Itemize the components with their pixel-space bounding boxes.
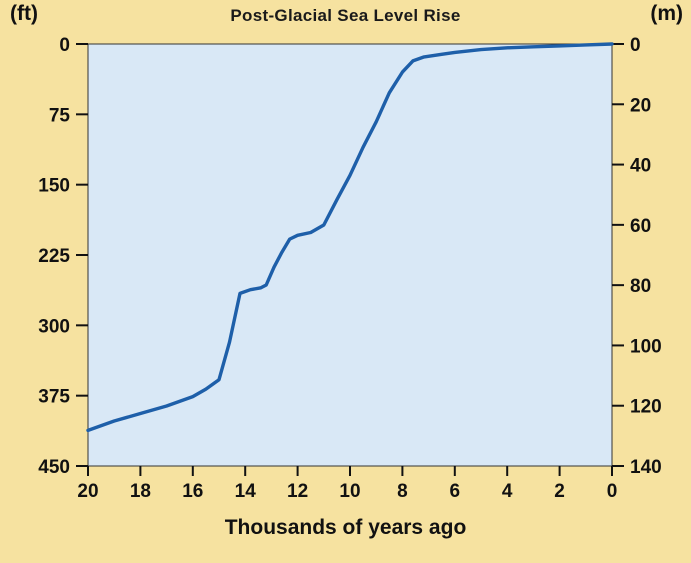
x-axis-tick-label: 12 [287,481,308,502]
left-axis-tick-label: 375 [38,387,70,408]
right-axis-tick-label: 100 [630,336,662,357]
right-axis-unit-label: (m) [650,2,683,25]
left-axis-unit-label: (ft) [10,2,38,25]
left-axis-tick-label: 75 [49,105,71,126]
x-axis-title: Thousands of years ago [224,516,467,539]
x-axis-tick-label: 8 [397,481,408,502]
x-axis-tick-label: 6 [450,481,461,502]
x-axis-tick-label: 2 [554,481,565,502]
x-axis-tick-label: 14 [235,481,257,502]
right-axis-tick-label: 140 [630,457,662,478]
right-axis-tick-label: 0 [630,35,641,56]
x-axis-tick-label: 16 [182,481,203,502]
left-axis-tick-label: 150 [38,176,70,197]
right-axis-tick-label: 120 [630,397,662,418]
plot-area [87,43,613,467]
x-axis-tick-label: 18 [130,481,151,502]
sea-level-curve [86,42,614,433]
left-axis-tick-label: 225 [38,246,70,267]
right-axis-tick-label: 40 [630,156,651,177]
x-axis-tick-label: 4 [502,481,513,502]
right-axis-tick-label: 60 [630,216,651,237]
left-axis-tick-label: 300 [38,316,70,337]
left-axis-tick-label: 0 [59,35,70,56]
x-axis-tick-label: 20 [77,481,98,502]
left-axis-tick-label: 450 [38,457,70,478]
right-axis-tick-label: 80 [630,276,651,297]
x-axis-tick-label: 0 [607,481,618,502]
x-axis-tick-label: 10 [339,481,360,502]
chart-title: Post-Glacial Sea Level Rise [230,6,461,25]
right-axis-tick-label: 20 [630,95,651,116]
